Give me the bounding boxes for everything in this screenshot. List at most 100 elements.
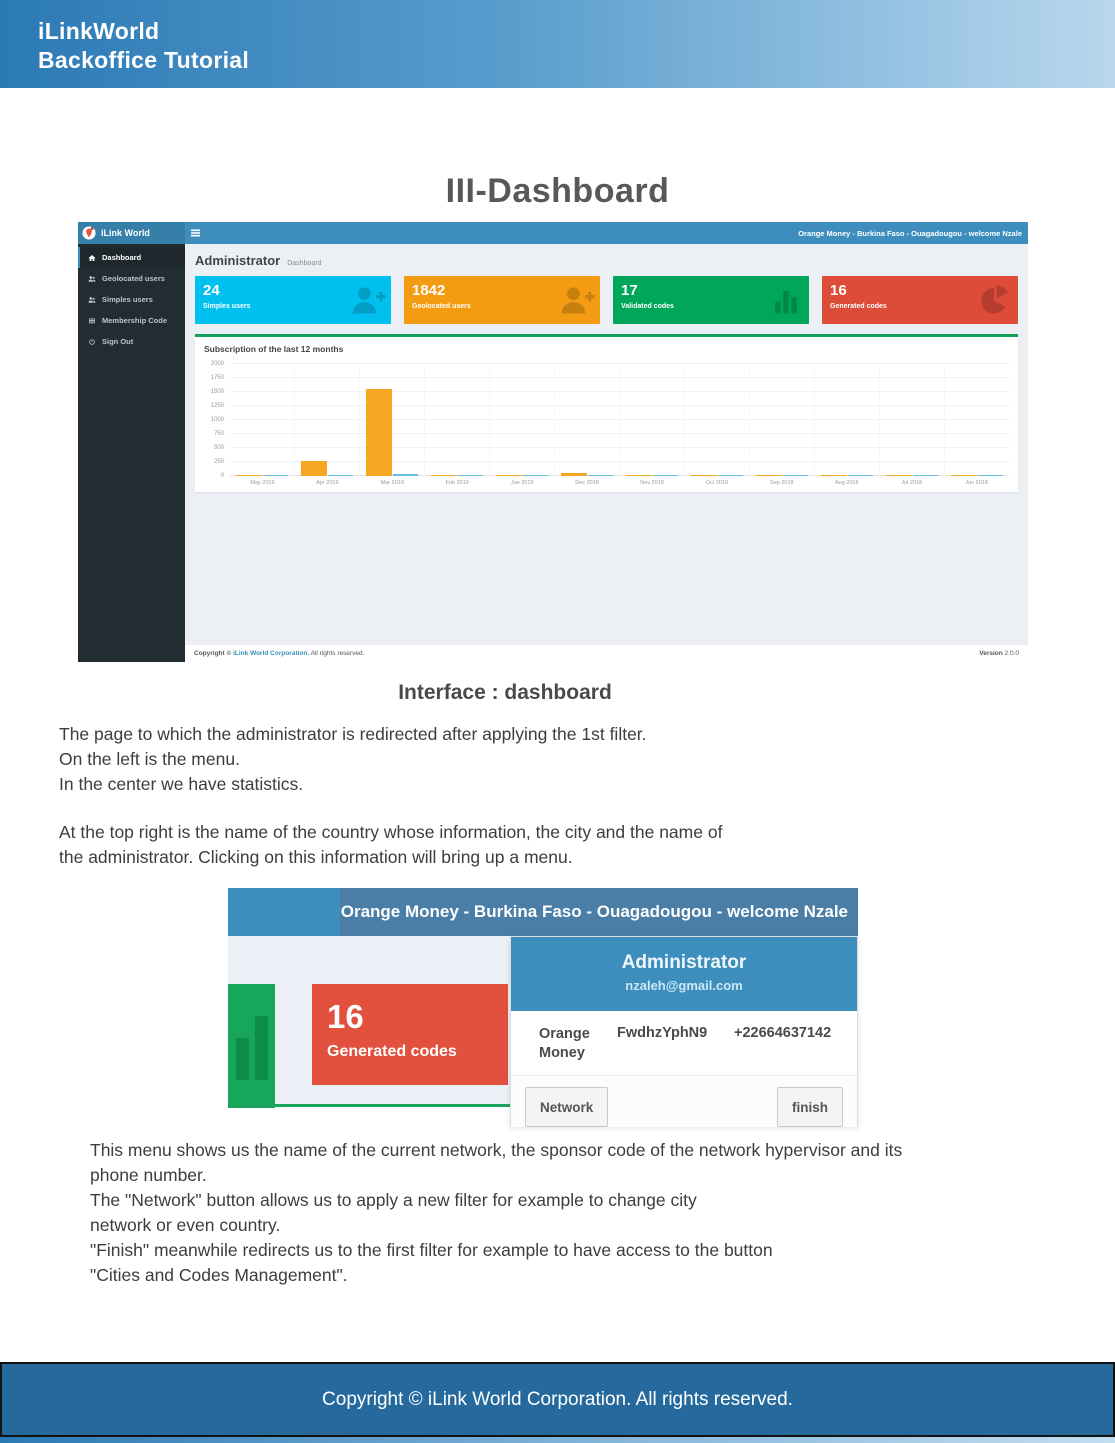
chart-bar-group — [230, 364, 294, 476]
chart-x-tick: Apr 2019 — [316, 480, 339, 486]
card-label: Geolocated users — [412, 303, 471, 310]
chart-x-tick: Dec 2018 — [575, 480, 599, 486]
chart-bar-group — [684, 364, 749, 476]
menu-topbar: Orange Money - Burkina Faso - Ouagadougo… — [228, 888, 858, 936]
dropdown-footer: Network finish — [511, 1076, 857, 1127]
user-menu-trigger[interactable]: Orange Money - Burkina Faso - Ouagadougo… — [798, 228, 1022, 238]
user-plus-icon — [352, 287, 386, 314]
table-icon — [89, 318, 95, 323]
chart-bar-group — [359, 364, 424, 476]
chart-bar-group — [749, 364, 814, 476]
users-icon — [88, 275, 96, 282]
dropdown-body: Orange Money FwdhzYphN9 +22664637142 — [511, 1011, 857, 1076]
card-label: Validated codes — [621, 303, 674, 310]
footer-company-link[interactable]: iLink World Corporation. — [233, 650, 310, 657]
chart-bar-group — [879, 364, 944, 476]
menu-screenshot: Orange Money - Burkina Faso - Ouagadougo… — [228, 888, 858, 1130]
chart-bar-orange — [820, 475, 847, 476]
chart-x-tick: Sep 2018 — [770, 480, 794, 486]
paragraph-1: The page to which the administrator is r… — [59, 722, 647, 797]
content-title: Administrator — [195, 253, 281, 268]
sidebar-item-sign-out[interactable]: Sign Out — [78, 331, 185, 352]
chart-title: Subscription of the last 12 months — [204, 344, 344, 354]
sidebar-item-dashboard[interactable]: Dashboard — [78, 247, 185, 268]
card-geolocated-users: 1842 Geolocated users — [404, 276, 600, 324]
sidebar-item-membership-code[interactable]: Membership Code — [78, 310, 185, 331]
sidebar-item-label: Geolocated users — [102, 274, 165, 283]
paragraph-line: The "Network" button allows us to apply … — [90, 1190, 697, 1210]
pie-chart-icon — [981, 285, 1009, 314]
chart-bar-blue — [392, 474, 419, 476]
chart-bar-blue — [717, 475, 744, 476]
finish-button[interactable]: finish — [777, 1087, 843, 1127]
chart-panel: Subscription of the last 12 months 0 250 5… — [195, 334, 1018, 492]
network-button[interactable]: Network — [525, 1087, 609, 1127]
paragraph-line: On the left is the menu. — [59, 749, 240, 769]
chart-x-axis: May 2019 Apr 2019 Mar 2019 Feb 2019 Jan 2019… — [230, 476, 1009, 489]
user-plus-icon — [561, 287, 595, 314]
document-header: iLinkWorld Backoffice Tutorial — [0, 0, 1115, 88]
chart-bar-blue — [977, 475, 1004, 476]
chart-x-tick: Feb 2019 — [445, 480, 469, 486]
footer-rights: All rights reserved. — [309, 650, 365, 657]
chart-bar-group — [814, 364, 879, 476]
footer-copyright: Copyright © — [194, 650, 234, 657]
dashboard-content: Administrator Dashboard 24 Simples users … — [185, 244, 1028, 662]
sidebar-item-label: Membership Code — [102, 316, 168, 325]
sidebar: Dashboard Geolocated users Simples users… — [78, 244, 185, 662]
document-footer-text: Copyright © iLink World Corporation. All… — [322, 1388, 793, 1410]
paragraph-line: At the top right is the name of the coun… — [59, 822, 723, 842]
logo-icon — [82, 226, 96, 240]
card-value: 24 — [203, 282, 220, 299]
section-subtitle: Interface : dashboard — [398, 681, 612, 704]
paragraph-line: In the center we have statistics. — [59, 774, 304, 794]
green-card-fragment — [228, 984, 275, 1108]
sidebar-item-label: Sign Out — [102, 337, 134, 346]
card-label: Simples users — [203, 303, 251, 310]
chart-x-tick: Jul 2018 — [901, 480, 923, 486]
paragraph-line: "Cities and Codes Management". — [90, 1265, 348, 1285]
chart-bar-group — [944, 364, 1009, 476]
breadcrumb: Dashboard — [287, 260, 322, 267]
user-menu-trigger[interactable]: Orange Money - Burkina Faso - Ouagadougo… — [340, 902, 848, 921]
network-name: Orange Money — [539, 1026, 590, 1061]
version-value: 2.0.0 — [1002, 650, 1019, 657]
doc-header-line1: iLinkWorld — [38, 18, 160, 44]
sponsor-code: FwdhzYphN9 — [617, 1025, 708, 1041]
card-simples-users: 24 Simples users — [195, 276, 391, 324]
card-validated-codes: 17 Validated codes — [613, 276, 809, 324]
hamburger-icon[interactable] — [191, 229, 200, 237]
chart-bar-blue — [457, 474, 484, 476]
paragraph-line: phone number. — [90, 1165, 207, 1185]
sidebar-item-geolocated-users[interactable]: Geolocated users — [78, 268, 185, 289]
chart-bar-blue — [587, 475, 614, 476]
chart-bar-blue — [912, 475, 939, 476]
users-icon — [88, 296, 96, 303]
chart-bar-orange — [950, 475, 977, 476]
chart-bar-blue — [782, 475, 809, 476]
chart-bar-orange — [300, 460, 327, 476]
user-dropdown-menu: Administrator nzaleh@gmail.com Orange Mo… — [510, 936, 858, 1127]
page-title: III-Dashboard — [445, 172, 670, 210]
paragraph-line: "Finish" meanwhile redirects us to the f… — [90, 1240, 773, 1260]
paragraph-3: This menu shows us the name of the curre… — [90, 1138, 902, 1288]
power-icon — [89, 338, 95, 345]
phone-number: +22664637142 — [734, 1025, 832, 1041]
brand-area[interactable]: iLink World — [78, 222, 185, 244]
card-value: 1842 — [412, 282, 446, 299]
paragraph-line: network or even country. — [90, 1215, 281, 1235]
chart-bar-blue — [652, 475, 679, 476]
sidebar-item-simples-users[interactable]: Simples users — [78, 289, 185, 310]
chart-bar-blue — [262, 475, 289, 476]
home-icon — [88, 254, 96, 261]
chart-bar-blue — [522, 475, 549, 476]
paragraph-line: The page to which the administrator is r… — [59, 724, 647, 744]
chart-bar-orange — [625, 475, 652, 476]
chart-bar-orange — [560, 472, 587, 476]
document-footer-strip — [0, 1437, 1115, 1443]
chart-bar-group — [619, 364, 684, 476]
dropdown-user-email: nzaleh@gmail.com — [625, 978, 743, 993]
chart-bar-orange — [430, 475, 457, 476]
bar-chart-icon — [775, 291, 797, 314]
brand-label: iLink World — [101, 228, 150, 238]
